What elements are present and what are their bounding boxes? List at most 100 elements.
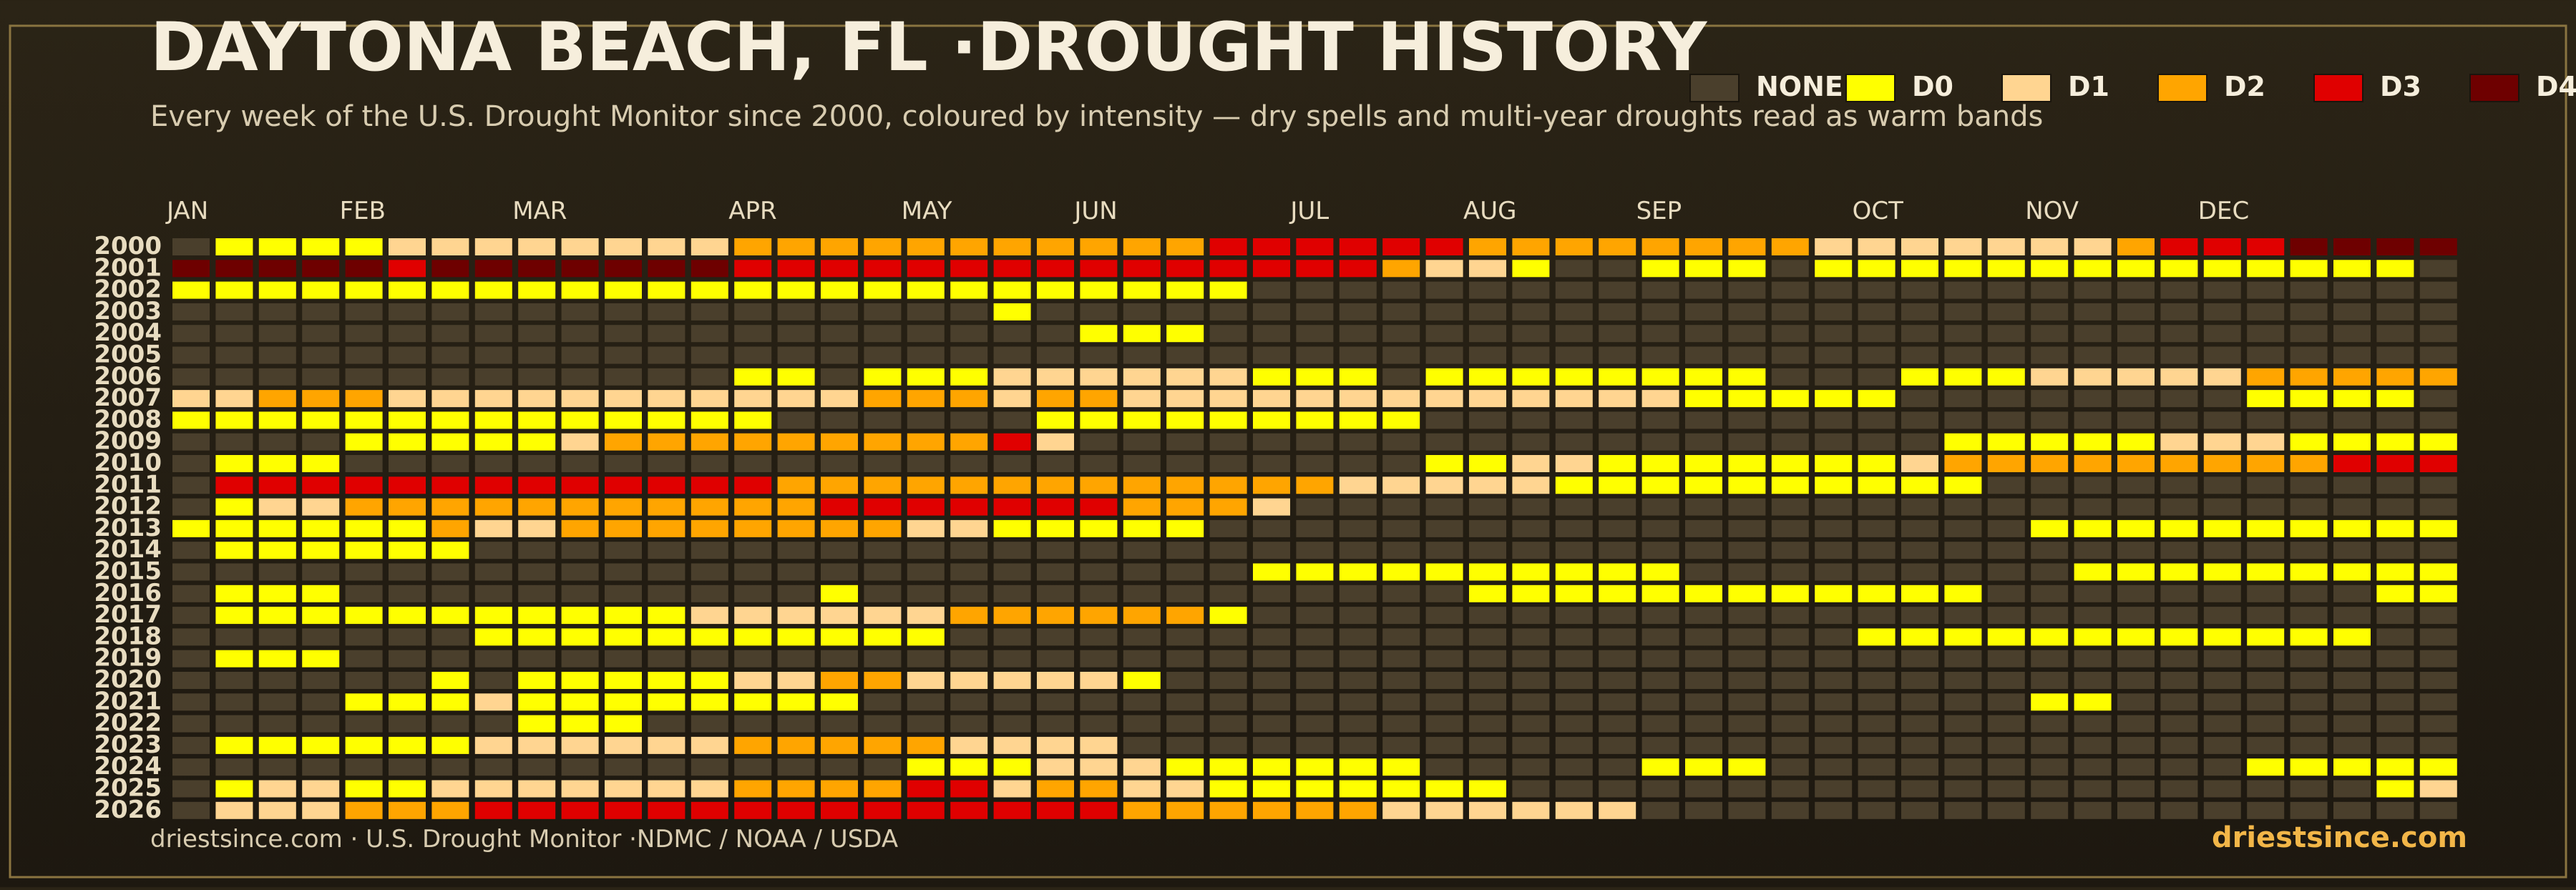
- cell: [1512, 519, 1550, 537]
- cell: [2333, 390, 2371, 408]
- cell: [907, 368, 945, 386]
- cell: [1512, 281, 1550, 299]
- cell: [1771, 303, 1809, 321]
- cell: [1382, 563, 1420, 581]
- cell: [734, 758, 772, 776]
- cell: [691, 281, 728, 299]
- cell: [2160, 780, 2198, 798]
- cell: [1166, 260, 1204, 278]
- cell: [691, 455, 728, 472]
- cell: [1555, 758, 1593, 776]
- cell: [1815, 390, 1853, 408]
- cell: [734, 715, 772, 733]
- cell: [864, 455, 902, 472]
- cell: [777, 281, 815, 299]
- cell: [1599, 585, 1636, 602]
- cell: [1080, 607, 1118, 625]
- cell: [1123, 628, 1161, 646]
- cell: [1123, 238, 1161, 255]
- cell: [1728, 607, 1766, 625]
- cell: [1469, 628, 1506, 646]
- brand: driestsince.com: [2212, 821, 2467, 854]
- cell: [1382, 476, 1420, 494]
- cell: [1555, 563, 1593, 581]
- cell: [1858, 325, 1896, 343]
- cell: [1685, 411, 1722, 429]
- cell: [864, 325, 902, 343]
- cell: [1815, 455, 1853, 472]
- cell: [2160, 281, 2198, 299]
- cell: [1555, 433, 1593, 451]
- cell: [1987, 585, 2025, 602]
- cell: [2117, 498, 2155, 516]
- cell: [2290, 325, 2328, 343]
- cell: [302, 780, 340, 798]
- cell: [1728, 563, 1766, 581]
- cell: [1987, 390, 2025, 408]
- cell: [345, 325, 383, 343]
- cell: [2333, 542, 2371, 559]
- cell: [1901, 607, 1938, 625]
- cell: [1815, 801, 1853, 819]
- cell: [2333, 563, 2371, 581]
- cell: [1382, 542, 1420, 559]
- cell: [1641, 325, 1679, 343]
- cell: [1728, 260, 1766, 278]
- cell: [1512, 542, 1550, 559]
- cell: [1080, 368, 1118, 386]
- cell: [2333, 238, 2371, 255]
- y-tick-label: 2000: [94, 232, 162, 260]
- cell: [1382, 780, 1420, 798]
- cell: [864, 736, 902, 754]
- cell: [691, 628, 728, 646]
- cell: [2203, 476, 2241, 494]
- cell: [1599, 672, 1636, 689]
- cell: [1858, 498, 1896, 516]
- cell: [389, 325, 426, 343]
- cell: [993, 303, 1031, 321]
- cell: [2419, 672, 2457, 689]
- cell: [1771, 411, 1809, 429]
- cell: [1555, 498, 1593, 516]
- cell: [1037, 650, 1074, 668]
- cell: [431, 260, 469, 278]
- cell: [1296, 238, 1334, 255]
- cell: [691, 715, 728, 733]
- cell: [1253, 260, 1290, 278]
- cell: [691, 498, 728, 516]
- cell: [950, 715, 988, 733]
- cell: [2247, 519, 2285, 537]
- cell: [1858, 563, 1896, 581]
- cell: [2117, 650, 2155, 668]
- cell: [389, 519, 426, 537]
- cell: [691, 758, 728, 776]
- cell: [1728, 801, 1766, 819]
- cell: [950, 693, 988, 711]
- cell: [907, 325, 945, 343]
- cell: [993, 390, 1031, 408]
- cell: [993, 607, 1031, 625]
- cell: [518, 585, 556, 602]
- cell: [1253, 303, 1290, 321]
- cell: [1771, 238, 1809, 255]
- cell: [1901, 758, 1938, 776]
- cell: [1209, 281, 1247, 299]
- cell: [1425, 455, 1463, 472]
- cell: [2160, 303, 2198, 321]
- cell: [993, 672, 1031, 689]
- cell: [864, 801, 902, 819]
- cell: [389, 693, 426, 711]
- cell: [821, 693, 858, 711]
- cell: [950, 542, 988, 559]
- cell: [1296, 519, 1334, 537]
- cell: [1296, 325, 1334, 343]
- cell: [1253, 715, 1290, 733]
- cell: [777, 476, 815, 494]
- cell: [1599, 238, 1636, 255]
- cell: [1166, 715, 1204, 733]
- cell: [1512, 780, 1550, 798]
- cell: [561, 736, 599, 754]
- cell: [1771, 260, 1809, 278]
- cell: [2117, 628, 2155, 646]
- cell: [1123, 693, 1161, 711]
